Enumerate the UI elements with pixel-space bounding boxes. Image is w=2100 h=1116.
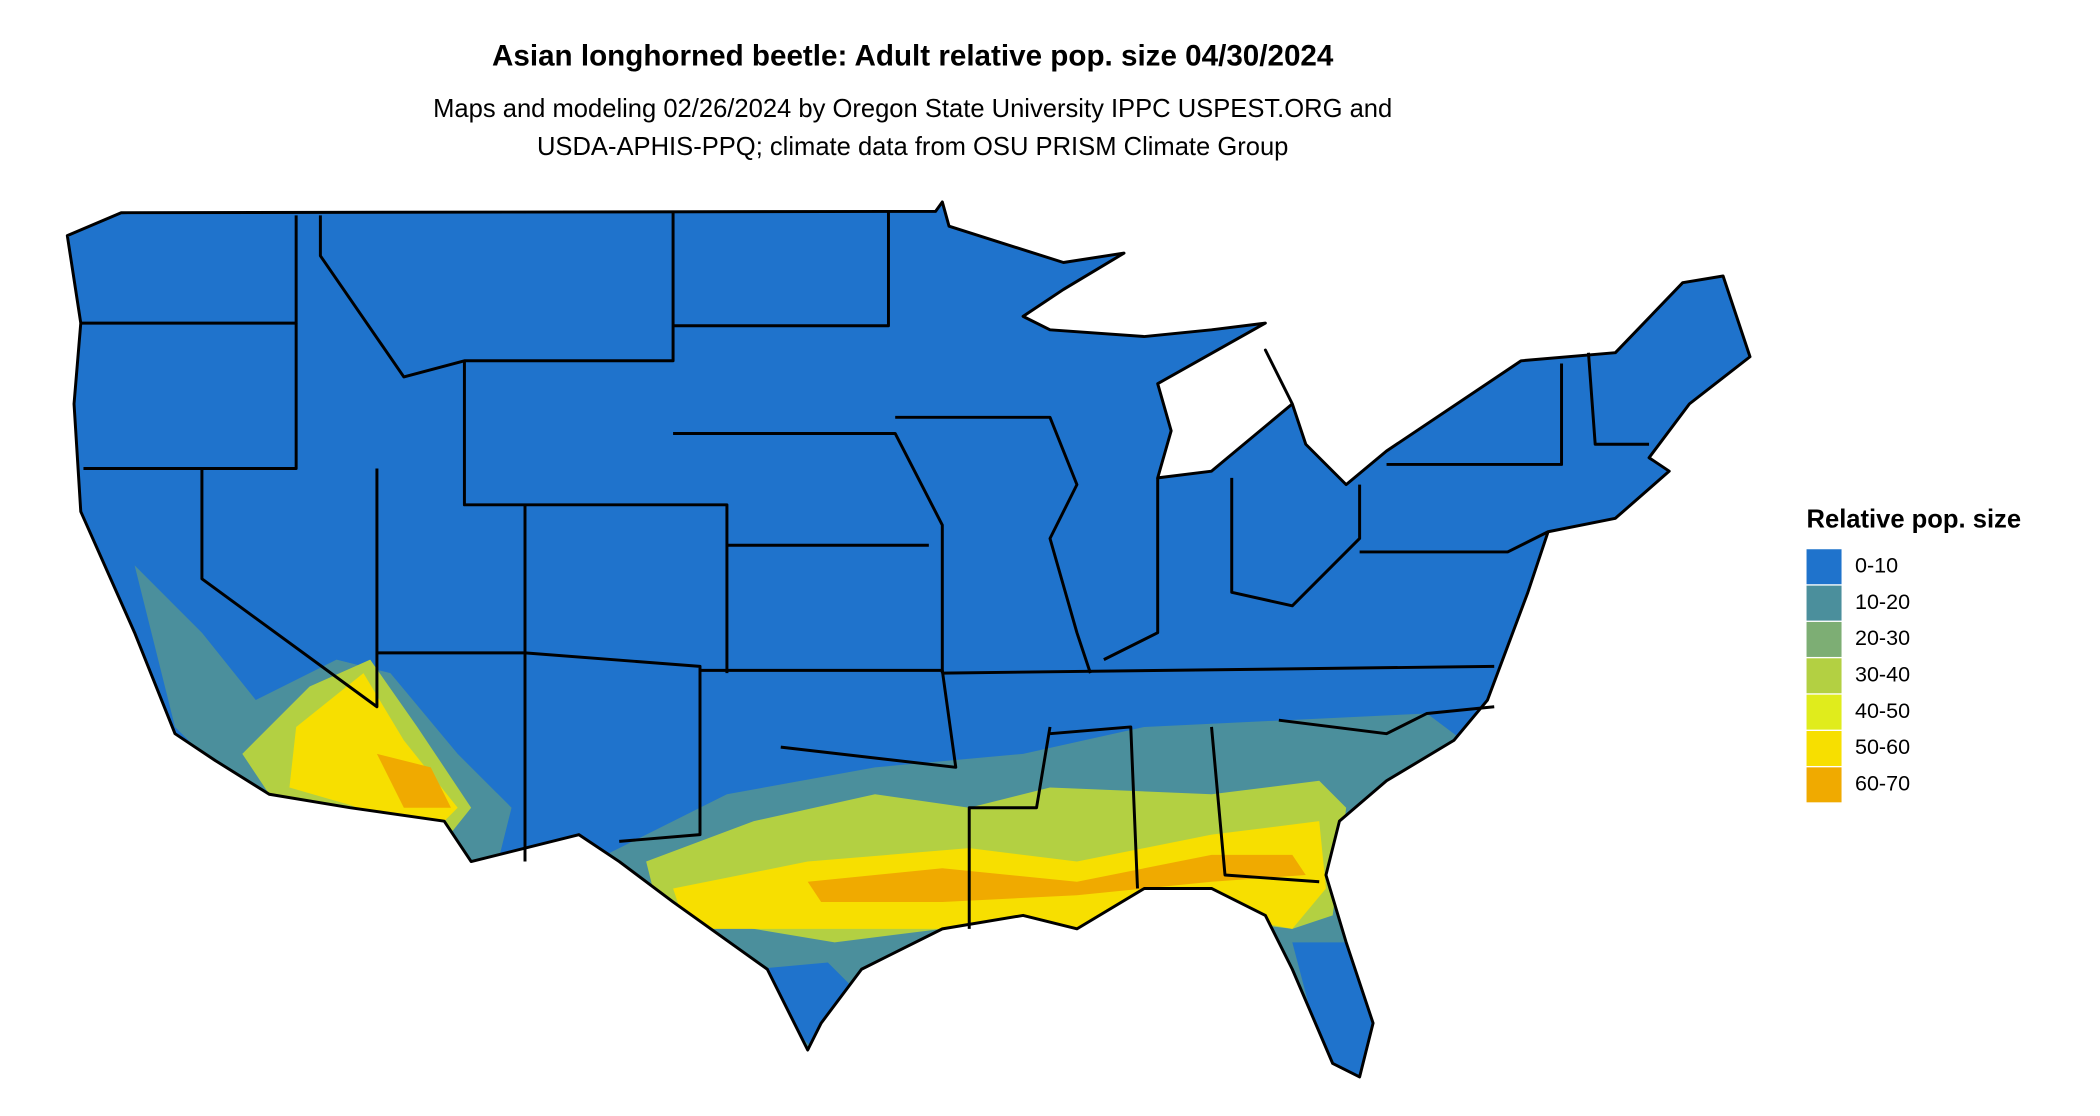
legend-swatch	[1806, 730, 1842, 766]
legend-swatch	[1806, 621, 1842, 657]
legend-label: 20-30	[1855, 626, 1910, 650]
legend-swatch	[1806, 585, 1842, 621]
region	[807, 854, 1306, 902]
legend-swatch	[1806, 549, 1842, 585]
legend-swatch	[1806, 694, 1842, 730]
legend-swatch	[1806, 658, 1842, 694]
subtitle: Maps and modeling 02/26/2024 by Oregon S…	[433, 95, 1392, 123]
title: Asian longhorned beetle: Adult relative …	[492, 40, 1334, 73]
legend-swatch	[1806, 767, 1842, 803]
state-borders	[65, 200, 1752, 1079]
legend: 0-10 10-20 20-30 30-40 40-50 50-60 60-70	[1806, 549, 1910, 803]
region	[1292, 942, 1380, 1077]
region	[67, 201, 1751, 1077]
legend-label: 10-20	[1855, 590, 1910, 614]
region	[376, 753, 451, 808]
subtitle: USDA-APHIS-PPQ; climate data from OSU PR…	[537, 133, 1288, 161]
map-area	[67, 201, 1751, 1077]
legend-title: Relative pop. size	[1807, 506, 2022, 534]
legend-label: 0-10	[1855, 553, 1898, 577]
legend-label: 40-50	[1855, 699, 1910, 723]
legend-label: 30-40	[1855, 662, 1910, 686]
legend-label: 50-60	[1855, 735, 1910, 759]
legend-label: 60-70	[1855, 772, 1910, 796]
